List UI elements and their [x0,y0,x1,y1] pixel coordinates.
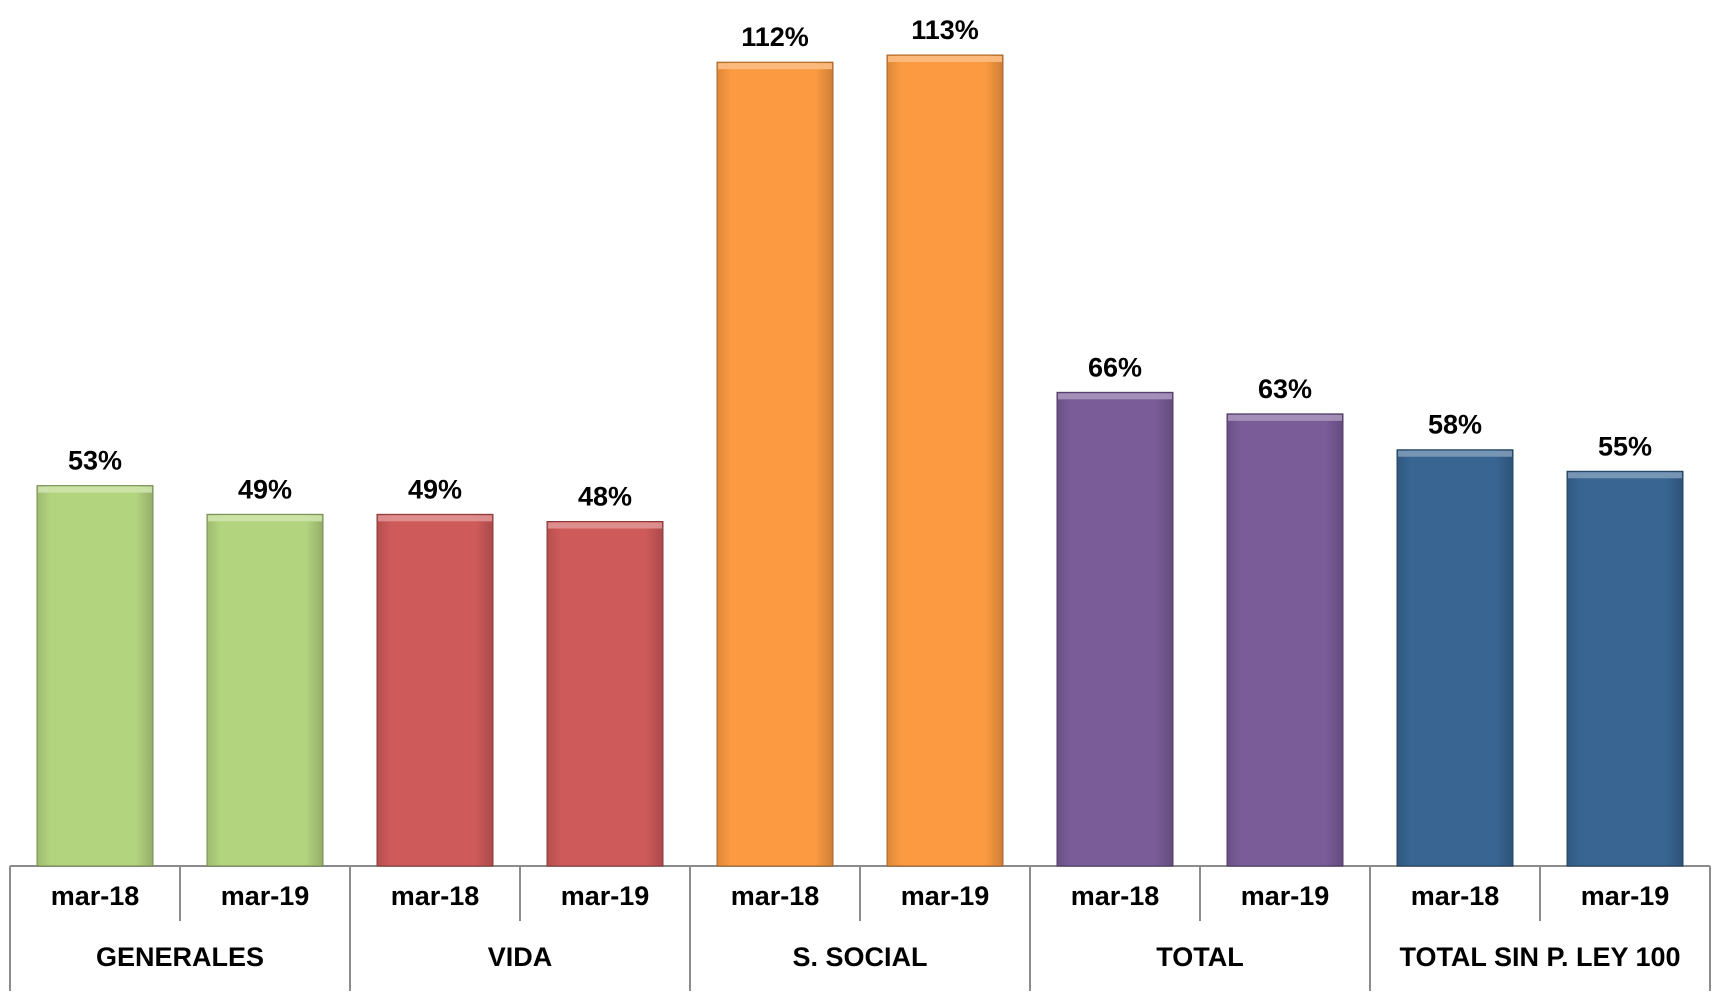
data-label: 48% [578,482,632,512]
x-tick-label: mar-19 [901,881,990,911]
x-tick-label: mar-19 [561,881,650,911]
bar-vida-mar-18 [376,513,494,867]
bar-top-bevel [38,486,152,493]
x-tick-label: mar-19 [221,881,310,911]
x-tick-label: mar-18 [391,881,480,911]
x-tick-label: mar-18 [731,881,820,911]
bar-s-social-mar-19 [886,54,1004,867]
bar-generales-mar-19 [206,513,324,867]
group-label: TOTAL [1156,942,1244,972]
data-label: 49% [408,474,462,504]
data-label: 66% [1088,352,1142,382]
data-label: 63% [1258,374,1312,404]
bar-top-bevel [718,63,832,70]
x-tick-label: mar-19 [1581,881,1670,911]
bar-top-bevel [548,522,662,529]
bar-top-bevel [1398,450,1512,457]
x-tick-label: mar-18 [1411,881,1500,911]
bar-total-sin-p-ley-100-mar-18 [1396,449,1514,867]
x-tick-label: mar-18 [51,881,140,911]
bar-top-bevel [208,515,322,522]
bar-top-bevel [1568,472,1682,479]
data-label: 58% [1428,410,1482,440]
bar-total-sin-p-ley-100-mar-19 [1566,470,1684,867]
bar-top-bevel [1228,414,1342,421]
data-label: 53% [68,446,122,476]
bar-top-bevel [888,56,1002,62]
bar-generales-mar-18 [36,485,154,867]
group-label: VIDA [488,942,553,972]
group-label: TOTAL SIN P. LEY 100 [1399,942,1680,972]
data-label: 112% [741,22,809,52]
bar-top-bevel [378,515,492,522]
bar-vida-mar-19 [546,521,664,867]
group-label: GENERALES [96,942,264,972]
x-tick-label: mar-18 [1071,881,1160,911]
bar-s-social-mar-18 [716,61,834,867]
group-label: S. SOCIAL [792,942,927,972]
data-label: 113% [911,15,979,45]
data-label: 49% [238,474,292,504]
data-label: 55% [1598,431,1652,461]
bar-total-mar-19 [1226,413,1344,867]
x-tick-label: mar-19 [1241,881,1330,911]
bar-top-bevel [1058,393,1172,400]
bar-total-mar-18 [1056,391,1174,867]
